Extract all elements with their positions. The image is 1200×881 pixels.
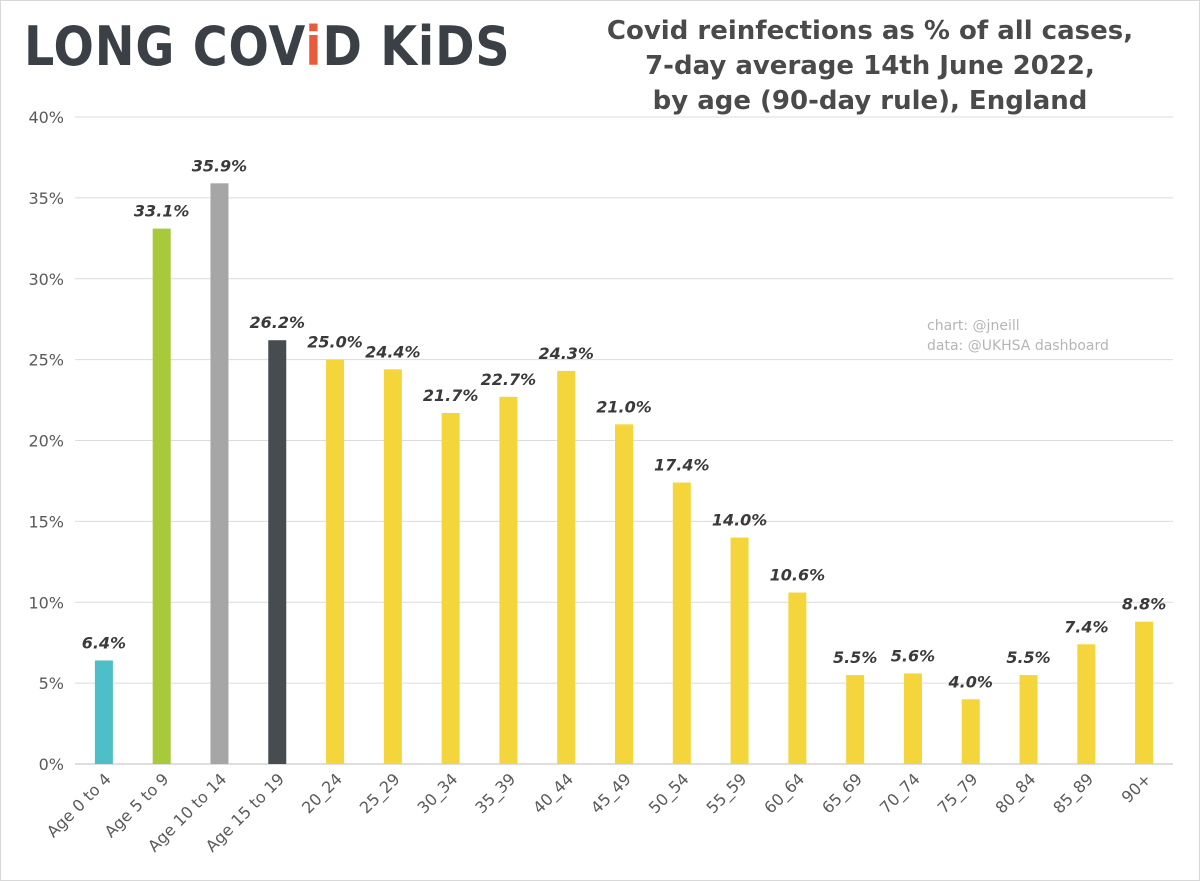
data-label: 21.7% — [423, 386, 479, 405]
bar — [94, 660, 113, 764]
y-tick-label: 35% — [28, 189, 64, 208]
data-label: 24.3% — [538, 344, 594, 363]
data-label: 14.0% — [712, 511, 768, 530]
data-labels: 6.4%33.1%35.9%26.2%25.0%24.4%21.7%22.7%2… — [82, 156, 1167, 691]
data-label: 24.4% — [365, 342, 421, 361]
y-tick-label: 40% — [28, 108, 64, 127]
bar — [788, 592, 807, 764]
x-category-label: 60_64 — [760, 769, 809, 818]
x-category-label: 25_29 — [356, 769, 405, 818]
data-label: 5.5% — [1006, 648, 1050, 667]
data-label: 22.7% — [481, 370, 537, 389]
chart-title: Covid reinfections as % of all cases, 7-… — [560, 14, 1180, 119]
y-tick-label: 0% — [39, 755, 64, 774]
credit-chart-author: chart: @jneill — [927, 318, 1020, 334]
data-label: 8.8% — [1122, 595, 1166, 614]
bar — [557, 370, 576, 764]
data-label: 4.0% — [948, 672, 993, 691]
bar — [441, 413, 460, 764]
data-label: 5.5% — [833, 648, 877, 667]
x-category-label: 65_69 — [818, 769, 867, 818]
x-category-label: 20_24 — [298, 769, 347, 818]
bar — [672, 482, 691, 764]
y-axis-tick-labels: 0% 5% 10% 15% 20% 25% 30% 35% 40% — [28, 108, 64, 774]
bar — [615, 424, 633, 764]
chart-title-line-1: Covid reinfections as % of all cases, — [606, 16, 1134, 46]
y-tick-label: 20% — [28, 432, 64, 451]
y-tick-label: 10% — [28, 593, 64, 612]
bar — [730, 537, 749, 764]
bar — [903, 673, 922, 764]
y-tick-label: 30% — [28, 270, 64, 289]
x-category-label: 30_34 — [414, 769, 463, 818]
x-category-label: 75_79 — [934, 769, 983, 818]
bar — [383, 369, 402, 764]
bar — [846, 675, 865, 764]
bar — [1019, 675, 1038, 764]
x-category-label: 50_54 — [645, 769, 694, 818]
bars — [94, 183, 1154, 765]
data-label: 7.4% — [1064, 617, 1108, 636]
bar — [1135, 621, 1154, 764]
chart-title-line-2: 7-day average 14th June 2022, — [645, 51, 1095, 81]
data-label: 5.6% — [891, 646, 935, 665]
chart-credit: chart: @jneill data: @UKHSA dashboard — [927, 316, 1109, 356]
x-category-label: 45_49 — [587, 769, 636, 818]
data-label: 17.4% — [654, 456, 710, 475]
x-category-label: 35_39 — [471, 769, 520, 818]
y-tick-label: 5% — [39, 674, 64, 693]
data-label: 10.6% — [770, 566, 826, 585]
chart-title-line-3: by age (90-day rule), England — [652, 86, 1088, 116]
x-category-label: 85_89 — [1049, 769, 1098, 818]
bar — [499, 396, 518, 764]
data-label: 26.2% — [250, 313, 306, 332]
x-category-label: 70_74 — [876, 769, 925, 818]
data-label: 25.0% — [307, 333, 363, 352]
bar — [152, 228, 171, 765]
x-category-label: 90+ — [1118, 769, 1155, 806]
y-tick-label: 15% — [28, 512, 64, 531]
x-category-label: 40_44 — [529, 769, 578, 818]
x-category-label: 55_59 — [703, 769, 752, 818]
bar — [268, 340, 287, 764]
data-label: 21.0% — [596, 397, 652, 416]
long-covid-kids-logo: LONG COViD KiDS — [24, 15, 511, 78]
data-label: 6.4% — [82, 633, 126, 652]
bar — [210, 183, 229, 764]
bar — [961, 699, 980, 764]
bar — [326, 359, 345, 764]
bar — [1077, 644, 1096, 764]
data-label: 35.9% — [192, 156, 248, 175]
x-category-label: 80_84 — [991, 769, 1040, 818]
credit-data-source: data: @UKHSA dashboard — [927, 338, 1109, 354]
y-tick-label: 25% — [28, 351, 64, 370]
data-label: 33.1% — [134, 202, 190, 221]
